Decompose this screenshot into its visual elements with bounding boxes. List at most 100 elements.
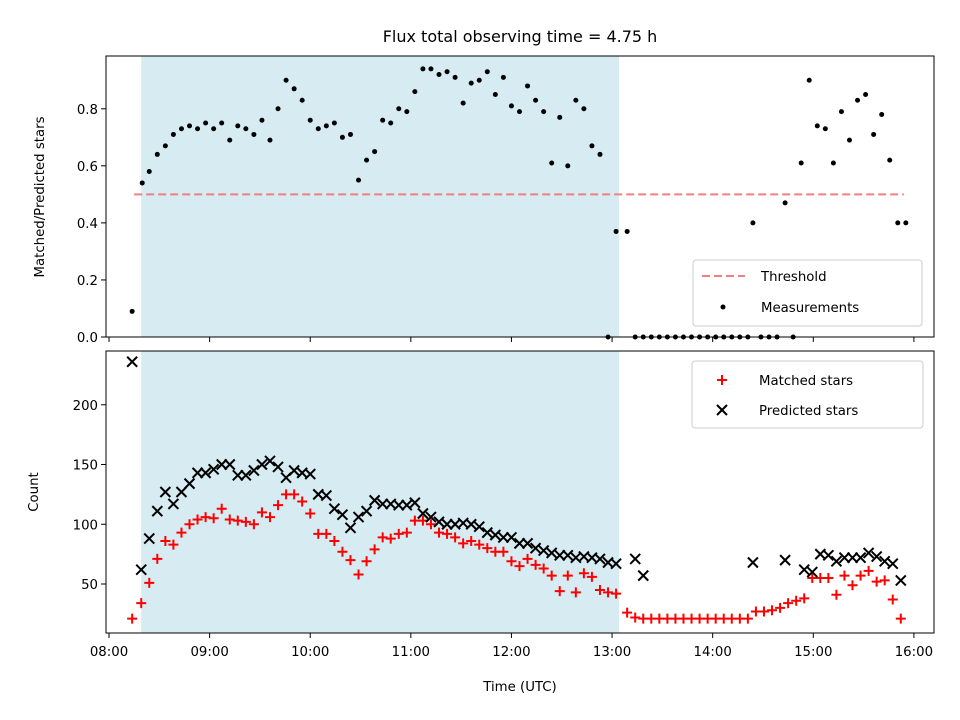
predicted-star-point	[747, 556, 759, 569]
matched-star-point	[799, 593, 810, 604]
measurement-point	[396, 106, 402, 112]
measurement-point	[516, 109, 522, 115]
legend-measurements-swatch	[720, 304, 726, 310]
bottom-y-axis-label: Count	[27, 472, 42, 512]
predicted-star-point	[240, 469, 252, 481]
matched-star-point	[758, 606, 769, 617]
bottom-y-tick-label: 200	[73, 399, 98, 414]
x-axis-label: Time (UTC)	[482, 680, 557, 695]
matched-star-point	[200, 512, 211, 523]
matched-star-point	[847, 580, 858, 591]
measurement-point	[267, 137, 273, 143]
matched-star-point	[839, 570, 850, 581]
predicted-star-point	[887, 557, 899, 570]
measurement-point	[187, 123, 193, 129]
bottom-y-tick-label: 150	[73, 459, 98, 474]
matched-star-point	[136, 598, 147, 609]
matched-star-point	[232, 515, 243, 526]
matched-star-point	[176, 527, 187, 538]
measurement-point	[436, 72, 442, 78]
predicted-star-point	[344, 522, 357, 534]
matched-star-point	[184, 519, 195, 530]
measurement-point	[806, 77, 812, 83]
measurement-point	[565, 163, 571, 169]
predicted-star-points	[126, 356, 907, 587]
matched-star-point	[611, 588, 622, 599]
top-x-ticks	[108, 337, 915, 342]
measurement-point	[597, 151, 603, 157]
measurement-point	[339, 134, 345, 140]
predicted-star-point	[401, 499, 413, 511]
measurement-point	[162, 143, 168, 149]
bottom-y-tick-label: 50	[81, 578, 98, 593]
measurement-point	[460, 100, 466, 106]
bottom-observing-window	[141, 351, 620, 633]
measurement-point	[500, 74, 506, 80]
predicted-star-point	[304, 468, 316, 480]
predicted-star-point	[320, 489, 333, 502]
matched-star-point	[345, 555, 356, 566]
predicted-star-point	[328, 503, 341, 515]
predicted-star-point	[256, 458, 268, 471]
matched-star-point	[248, 519, 259, 530]
matched-star-point	[224, 514, 235, 525]
matched-star-point	[160, 535, 171, 546]
top-frame	[105, 55, 935, 338]
bottom-legend: Matched stars Predicted stars	[691, 360, 924, 429]
predicted-star-point	[336, 508, 349, 521]
matched-star-point	[594, 584, 605, 595]
matched-star-point	[361, 556, 372, 567]
bottom-x-tick-label: 13:00	[593, 645, 631, 660]
predicted-star-point	[830, 555, 843, 568]
measurement-point	[879, 111, 885, 117]
measurement-point	[428, 66, 434, 72]
predicted-star-point	[183, 477, 196, 490]
measurement-point	[798, 160, 804, 166]
matched-star-point	[538, 563, 549, 574]
predicted-star-point	[594, 553, 606, 565]
measurement-point	[315, 126, 321, 132]
measurement-point	[347, 131, 353, 137]
measurement-point	[830, 160, 836, 166]
measurement-point	[444, 69, 450, 75]
predicted-star-point	[248, 464, 260, 477]
bottom-y-tick-label: 100	[73, 518, 98, 533]
measurement-point	[203, 120, 209, 126]
matched-star-point	[863, 565, 874, 576]
predicted-star-point	[862, 547, 875, 559]
matched-star-point	[168, 539, 179, 550]
matched-star-point	[514, 561, 525, 572]
measurement-point	[525, 83, 531, 89]
measurement-point	[822, 126, 828, 132]
predicted-star-point	[224, 458, 236, 471]
matched-star-point	[256, 507, 267, 518]
matched-star-point	[578, 568, 589, 579]
measurement-point	[895, 220, 901, 226]
matched-star-point	[562, 570, 573, 581]
bottom-y-axis: 50 100 150 200	[73, 399, 106, 593]
matched-star-point	[474, 539, 485, 550]
matched-star-points	[127, 489, 906, 624]
measurement-point	[219, 120, 225, 126]
top-y-axis-label: Matched/Predicted stars	[33, 116, 48, 277]
predicted-star-point	[199, 467, 212, 479]
top-y-tick-label: 0.6	[77, 160, 98, 175]
top-y-tick-label: 0.4	[77, 217, 98, 232]
measurement-point	[146, 169, 152, 175]
predicted-star-point	[135, 563, 147, 576]
matched-star-point	[450, 532, 461, 543]
matched-star-point	[216, 503, 227, 514]
bottom-x-tick-label: 09:00	[190, 645, 228, 660]
measurement-point	[412, 89, 418, 95]
predicted-star-point	[610, 557, 622, 570]
matched-star-point	[586, 571, 597, 582]
legend-measurements-label: Measurements	[761, 301, 859, 316]
measurement-point	[251, 131, 257, 137]
predicted-star-point	[409, 497, 421, 509]
predicted-star-point	[159, 486, 172, 498]
measurement-point	[814, 123, 820, 129]
predicted-star-point	[272, 461, 284, 473]
matched-star-point	[264, 512, 275, 523]
bottom-x-tick-label: 11:00	[392, 645, 430, 660]
measurement-point	[227, 137, 233, 143]
